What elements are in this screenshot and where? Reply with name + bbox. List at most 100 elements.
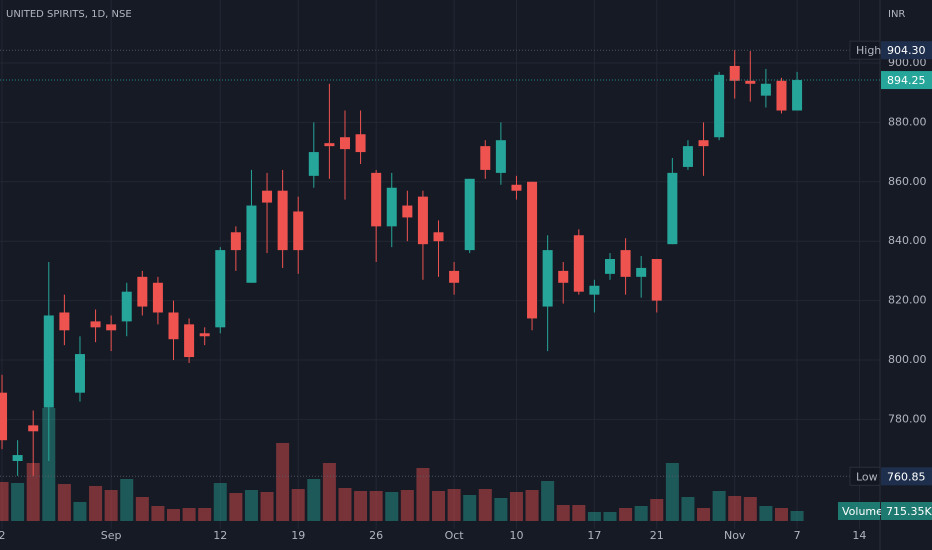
candle-body — [620, 250, 631, 277]
volume-bar — [712, 490, 726, 521]
candle-body — [293, 211, 304, 251]
candle-body — [184, 324, 195, 358]
candle-body — [573, 235, 584, 292]
volume-bar — [11, 482, 25, 521]
volume-bar — [478, 488, 492, 521]
x-tick-label: 19 — [291, 529, 305, 542]
volume-bar — [291, 488, 305, 521]
y-tick-label: 840.00 — [888, 234, 927, 247]
high-name-box — [849, 40, 881, 60]
high-value-box — [881, 41, 932, 60]
volume-bar — [681, 496, 695, 521]
candle-body — [729, 65, 740, 81]
x-tick-label: 14 — [852, 529, 866, 542]
volume-bar — [213, 482, 227, 521]
volume-bar — [790, 510, 804, 521]
candle-body — [59, 312, 70, 331]
y-tick-label: 880.00 — [888, 115, 927, 128]
volume-pane — [0, 407, 804, 521]
candle-body — [246, 205, 257, 283]
x-tick-label: Nov — [724, 529, 746, 542]
candle-body — [308, 152, 319, 176]
volume-bar — [73, 501, 87, 521]
volume-bar — [198, 507, 212, 521]
candle-body — [667, 172, 678, 245]
volume-bar — [432, 490, 446, 521]
candle-body — [698, 140, 709, 147]
last-price-value: 894.25 — [887, 74, 926, 87]
currency: INR — [888, 9, 905, 20]
y-tick-label: 800.00 — [888, 353, 927, 366]
x-tick-label: 17 — [587, 529, 601, 542]
volume-bar — [400, 489, 414, 521]
volume-bar — [774, 507, 788, 521]
candle-body — [0, 392, 8, 441]
last-price-value-box — [881, 71, 932, 90]
volume-bar — [463, 494, 477, 521]
candle-body — [745, 80, 756, 84]
volume-bar — [244, 489, 258, 521]
candle-body — [589, 285, 600, 295]
candle-body — [417, 196, 428, 245]
candle-body — [792, 80, 803, 111]
volume-bar — [416, 467, 430, 521]
x-tick-label: 26 — [369, 529, 383, 542]
volume-bar — [260, 491, 274, 521]
y-tick-label: 860.00 — [888, 175, 927, 188]
volume-bar — [57, 483, 71, 521]
volume-bar — [572, 504, 586, 521]
candle-body — [604, 259, 615, 274]
high-name: High — [856, 44, 881, 57]
volume-bar — [650, 498, 664, 521]
volume-bar — [135, 496, 149, 521]
candle-body — [542, 250, 553, 307]
volume-bar — [743, 496, 757, 521]
candle-body — [682, 146, 693, 167]
candle-body — [636, 267, 647, 277]
candle-body — [28, 425, 39, 432]
candle-body — [371, 172, 382, 227]
candle-body — [12, 455, 23, 461]
volume-bar — [634, 505, 648, 521]
candles — [0, 50, 803, 477]
candle-body — [262, 190, 273, 203]
candle-body — [558, 270, 569, 283]
candle-body — [152, 282, 163, 313]
volume-bar — [556, 504, 570, 521]
volume-bar — [619, 507, 633, 521]
volume-value-box — [881, 502, 932, 520]
candle-body — [339, 137, 350, 150]
candle-body — [230, 232, 241, 251]
volume-bar — [603, 511, 617, 521]
volume-bar — [307, 478, 321, 521]
volume-bar — [182, 507, 196, 521]
x-tick-label: 12 — [213, 529, 227, 542]
volume-bar — [509, 491, 523, 521]
low-value-box — [881, 467, 932, 486]
candle-body — [402, 205, 413, 218]
candle-body — [324, 143, 335, 147]
volume-bar — [229, 492, 243, 521]
volume-bar — [759, 505, 773, 521]
volume-value: 715.35K — [886, 505, 932, 518]
candle-body — [277, 190, 288, 251]
x-tick-label: 2 — [0, 529, 6, 542]
volume-bar — [167, 508, 181, 521]
volume-bar — [728, 495, 742, 521]
y-tick-label: 780.00 — [888, 412, 927, 425]
candle-body — [527, 181, 538, 319]
volume-bar — [276, 442, 290, 521]
volume-bar — [385, 491, 399, 521]
volume-name-box — [838, 502, 880, 520]
high-value: 904.30 — [887, 44, 926, 57]
candle-body — [449, 270, 460, 283]
candle-body — [106, 324, 117, 331]
candle-body — [495, 140, 506, 173]
candle-body — [776, 80, 787, 111]
volume-bar — [697, 507, 711, 521]
volume-bar — [151, 505, 165, 521]
x-tick-label: Oct — [445, 529, 465, 542]
candle-body — [511, 184, 522, 191]
